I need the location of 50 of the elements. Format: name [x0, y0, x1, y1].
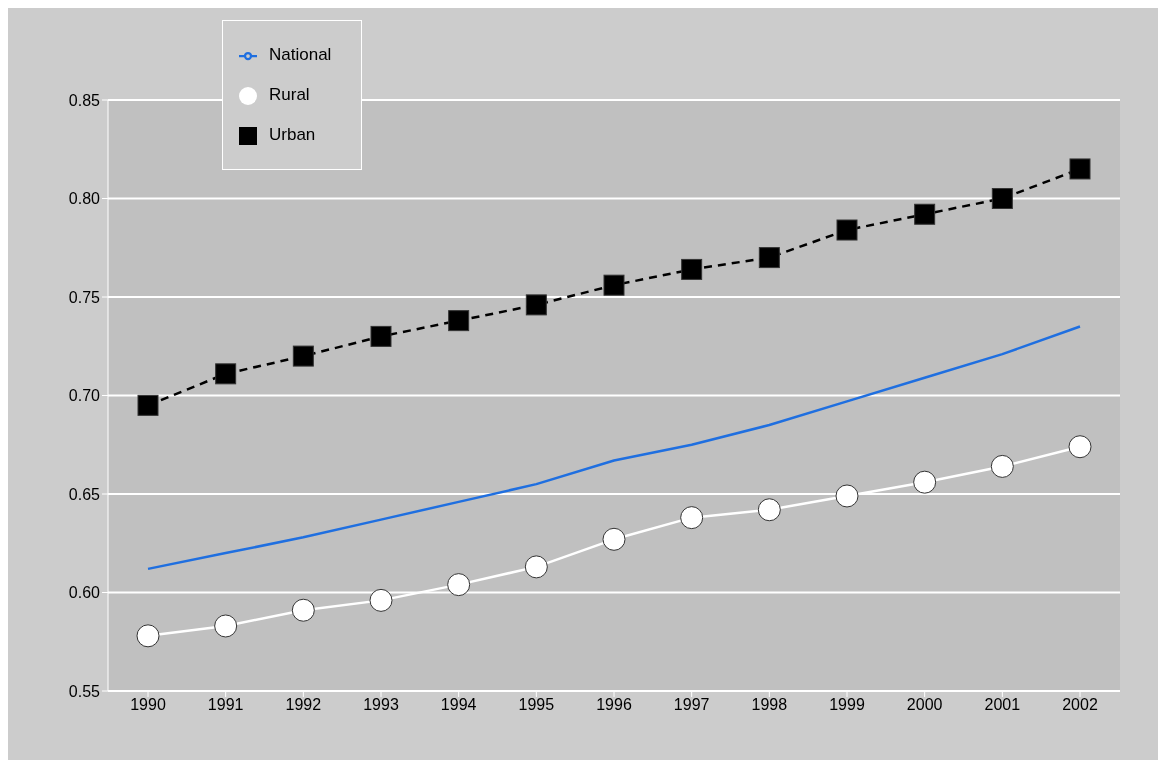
x-tick-label: 2000 — [906, 696, 943, 714]
point — [1068, 435, 1092, 459]
point — [835, 484, 859, 508]
x-tick-label: 1999 — [829, 696, 865, 714]
legend-label: Urban — [269, 125, 316, 144]
x-tick-label: 1991 — [207, 696, 244, 714]
point — [681, 258, 703, 280]
y-tick-label: 0.85 — [68, 91, 101, 109]
point — [1069, 158, 1091, 180]
y-tick-label: 0.75 — [68, 288, 101, 306]
legend-label: National — [269, 45, 332, 64]
point — [680, 506, 704, 530]
x-tick-label: 1992 — [285, 696, 322, 714]
x-tick-label: 1998 — [751, 696, 788, 714]
y-tick-label: 0.80 — [68, 190, 101, 208]
x-tick-label: 1994 — [440, 696, 477, 714]
point — [603, 274, 625, 296]
point — [524, 555, 548, 579]
y-tick-label: 0.70 — [68, 387, 101, 405]
point — [914, 203, 936, 225]
x-tick-label: 1990 — [130, 696, 166, 714]
line-series — [146, 325, 1082, 571]
legend-label: Rural — [269, 85, 310, 104]
x-tick-label: 1996 — [596, 696, 632, 714]
point — [137, 394, 159, 416]
point — [836, 219, 858, 241]
point — [991, 188, 1013, 209]
point — [913, 470, 937, 494]
point — [292, 345, 314, 367]
point — [757, 498, 781, 522]
x-tick-label: 2002 — [1062, 696, 1098, 714]
point — [448, 310, 470, 332]
point — [136, 624, 160, 648]
point — [758, 247, 780, 269]
point — [214, 614, 238, 638]
y-tick-label: 0.55 — [68, 682, 101, 700]
x-tick-label: 1993 — [363, 696, 399, 714]
y-tick-label: 0.65 — [68, 485, 101, 503]
point — [369, 588, 393, 612]
y-tick-label: 0.60 — [68, 584, 101, 602]
point — [370, 325, 392, 347]
point — [602, 527, 626, 551]
x-tick-label: 1995 — [518, 696, 555, 714]
point — [215, 363, 237, 385]
point — [525, 294, 547, 316]
point — [291, 598, 315, 622]
x-tick-label: 1997 — [673, 696, 710, 714]
point — [447, 573, 471, 597]
x-tick-label: 2001 — [984, 696, 1021, 714]
point — [990, 454, 1014, 478]
